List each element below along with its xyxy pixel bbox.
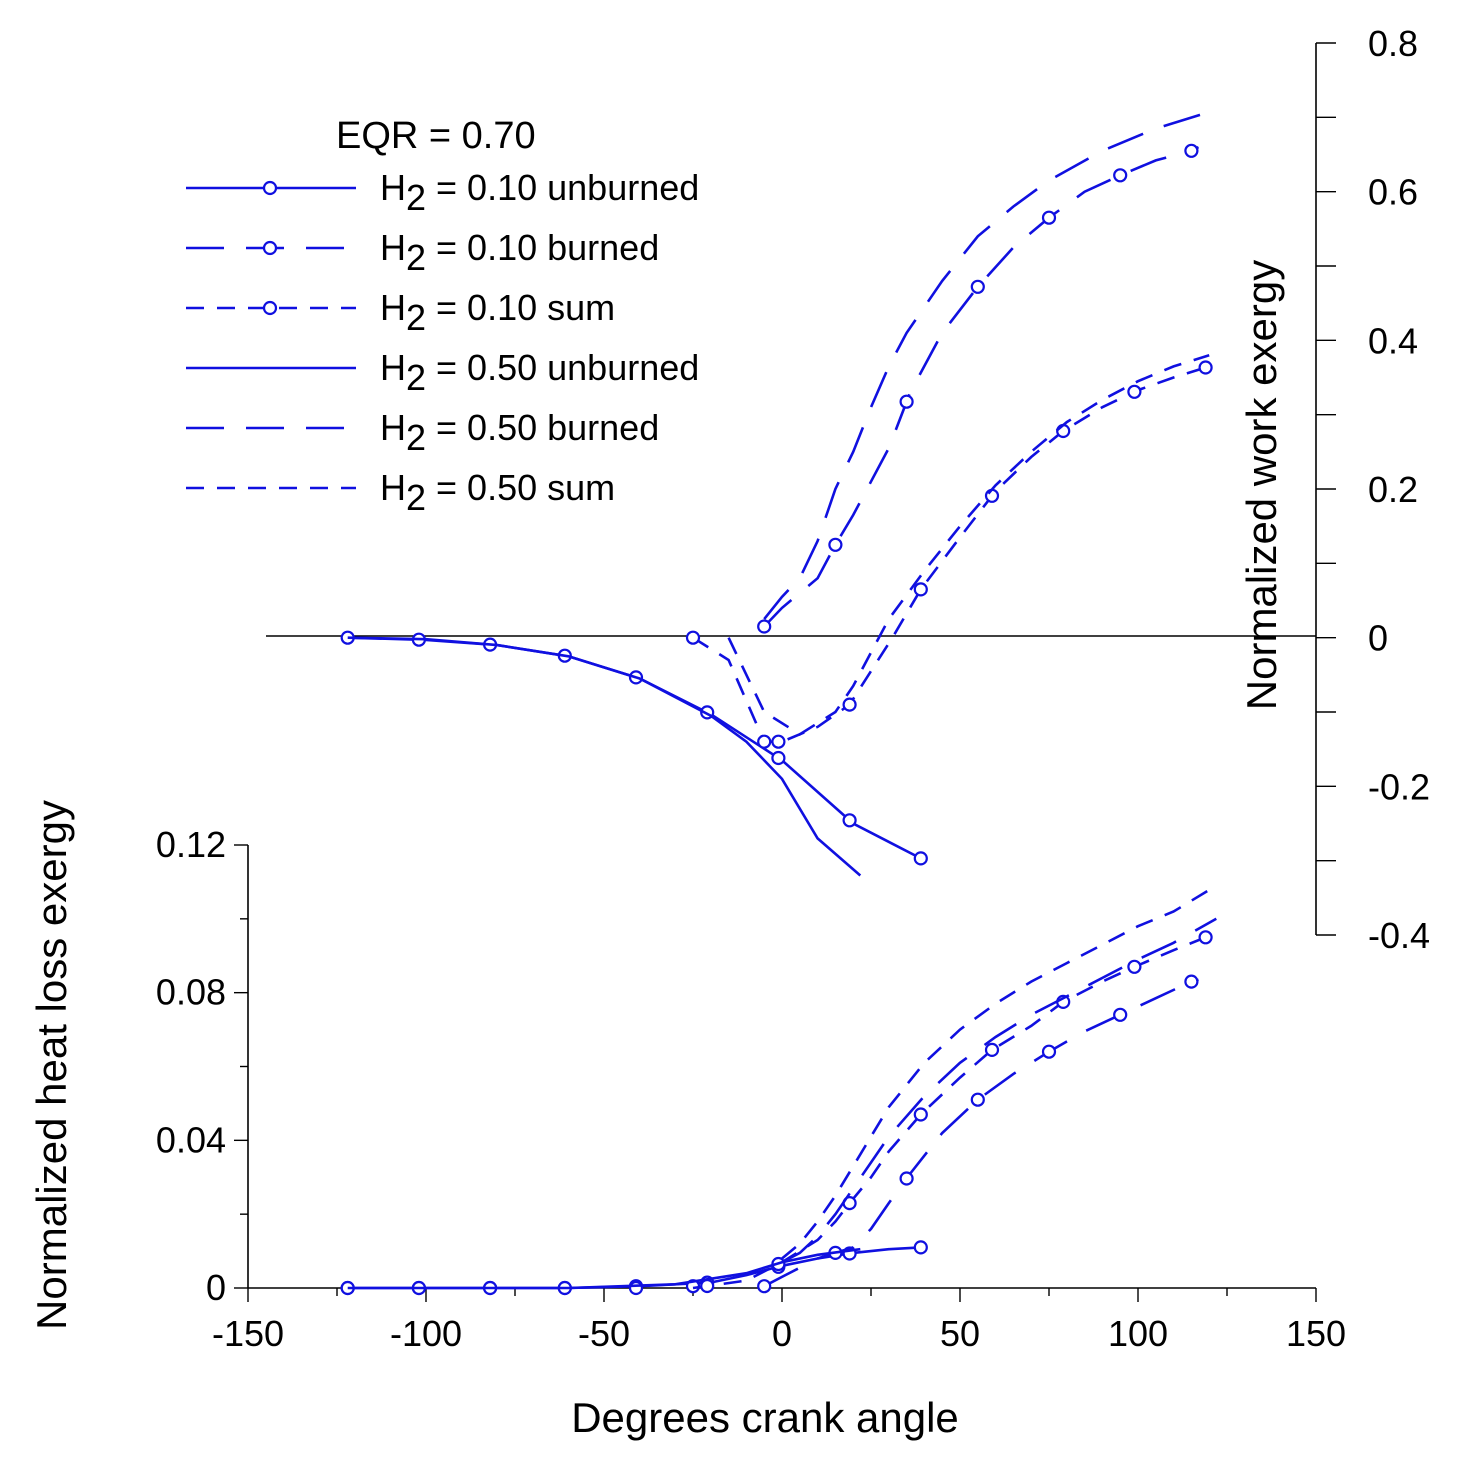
legend-marker (262, 300, 278, 316)
series-line (727, 353, 1210, 736)
series-11 (781, 884, 1217, 1260)
x-tick-label: 0 (772, 1313, 792, 1354)
left-y-tick-label: 0.12 (156, 824, 226, 865)
left-y-axis-title: Normalized heat loss exergy (28, 800, 75, 1330)
series-line (692, 936, 1207, 1290)
legend-entry: H2 = 0.10 sum (186, 287, 615, 338)
legend-label: H2 = 0.10 sum (380, 287, 615, 338)
x-tick-label: 50 (940, 1313, 980, 1354)
data-point-marker (771, 734, 786, 749)
series-line (347, 636, 862, 877)
left-y-ticks: 0 0.04 0.08 0.12 (156, 824, 248, 1308)
right-y-tick-label: 0.2 (1368, 469, 1418, 510)
axes: -150 -100 -50 0 50 100 150 00.040.080.12 -0.4-… (156, 23, 1430, 1354)
legend-entry: H2 = 0.50 unburned (186, 347, 699, 398)
right-y-axis-title: Normalized work exergy (1238, 260, 1285, 710)
data-point-marker (1113, 1007, 1128, 1022)
right-y-tick-label: -0.4 (1368, 915, 1430, 956)
legend-entry: H2 = 0.50 burned (186, 407, 659, 458)
legend-label: H2 = 0.10 burned (380, 227, 659, 278)
legend-label: H2 = 0.50 unburned (380, 347, 699, 398)
data-point-marker (842, 813, 857, 828)
data-point-marker (984, 488, 1000, 503)
data-point-marker (1113, 168, 1128, 183)
series-8 (340, 930, 1213, 1296)
data-point-marker (700, 1278, 715, 1294)
legend-marker (262, 240, 278, 256)
data-point-marker (1127, 384, 1142, 399)
data-point-marker (899, 1171, 914, 1186)
right-y-tick-label: 0 (1368, 618, 1388, 659)
data-point-marker (1184, 974, 1199, 989)
legend-marker (262, 180, 278, 196)
data-point-marker (828, 537, 843, 552)
x-tick-label: -100 (390, 1313, 462, 1354)
data-point-marker (899, 394, 914, 409)
data-point-marker (771, 750, 786, 766)
series-line (347, 1247, 861, 1290)
right-y-tick-label: 0.8 (1368, 23, 1418, 64)
data-point-marker (757, 619, 772, 634)
right-y-tick-label: 0.6 (1368, 172, 1418, 213)
series-layer (340, 108, 1217, 1296)
data-point-marker (913, 851, 928, 866)
series-line (781, 917, 1217, 1264)
series-3 (347, 636, 862, 877)
series-10 (781, 917, 1217, 1264)
series-line (692, 365, 1210, 744)
data-point-marker (757, 1279, 772, 1294)
left-y-tick-label: 0.08 (156, 972, 226, 1013)
data-point-marker (628, 1280, 644, 1296)
legend-label: H2 = 0.10 unburned (380, 167, 699, 218)
series-9 (347, 1247, 861, 1290)
series-5 (727, 353, 1210, 736)
legend-label: H2 = 0.50 sum (380, 467, 615, 518)
data-point-marker (1056, 423, 1071, 439)
data-point-marker (1198, 930, 1213, 945)
x-axis-title: Degrees crank angle (571, 1394, 959, 1441)
data-point-marker (1198, 360, 1213, 375)
series-7 (685, 974, 1199, 1294)
legend-label: H2 = 0.50 burned (380, 407, 659, 458)
data-point-marker (913, 1240, 928, 1255)
series-0 (340, 630, 928, 866)
x-tick-label: 150 (1286, 1313, 1346, 1354)
series-1 (757, 143, 1200, 634)
legend-title: EQR = 0.70 (336, 115, 536, 157)
right-y-ticks: -0.4 -0.2 0 0.2 0.4 0.6 0.8 (1316, 23, 1430, 956)
series-2 (685, 360, 1213, 749)
series-line (763, 978, 1199, 1288)
legend-entry: H2 = 0.10 unburned (186, 167, 699, 218)
series-line (781, 884, 1217, 1260)
data-point-marker (913, 1107, 928, 1122)
legend-entries: H2 = 0.10 unburned H2 = 0.10 burned H2 = 0… (186, 167, 699, 518)
x-tick-label: -150 (212, 1313, 284, 1354)
series-line (763, 145, 1200, 628)
data-point-marker (913, 582, 928, 597)
x-ticks: -150 -100 -50 0 50 100 150 (212, 1288, 1346, 1354)
right-y-tick-label: 0.4 (1368, 320, 1418, 361)
data-point-marker (984, 1042, 1000, 1058)
data-point-marker (1127, 959, 1142, 974)
right-y-tick-label: -0.2 (1368, 766, 1430, 807)
x-tick-label: -50 (578, 1313, 630, 1354)
data-point-marker (970, 279, 985, 294)
legend-entry: H2 = 0.10 burned (186, 227, 659, 278)
data-point-marker (842, 697, 857, 712)
legend-entry: H2 = 0.50 sum (186, 467, 615, 518)
legend: EQR = 0.70 H2 = 0.10 unburned H2 = 0.10 b… (186, 115, 699, 518)
x-tick-label: 100 (1108, 1313, 1168, 1354)
left-y-tick-label: 0 (206, 1267, 226, 1308)
data-point-marker (757, 734, 772, 749)
series-4 (763, 108, 1217, 620)
series-line (763, 108, 1217, 620)
data-point-marker (685, 630, 701, 645)
data-point-marker (970, 1092, 985, 1107)
data-point-marker (1041, 210, 1057, 225)
data-point-marker (1184, 143, 1199, 158)
data-point-marker (1041, 1044, 1057, 1059)
left-y-tick-label: 0.04 (156, 1119, 226, 1160)
